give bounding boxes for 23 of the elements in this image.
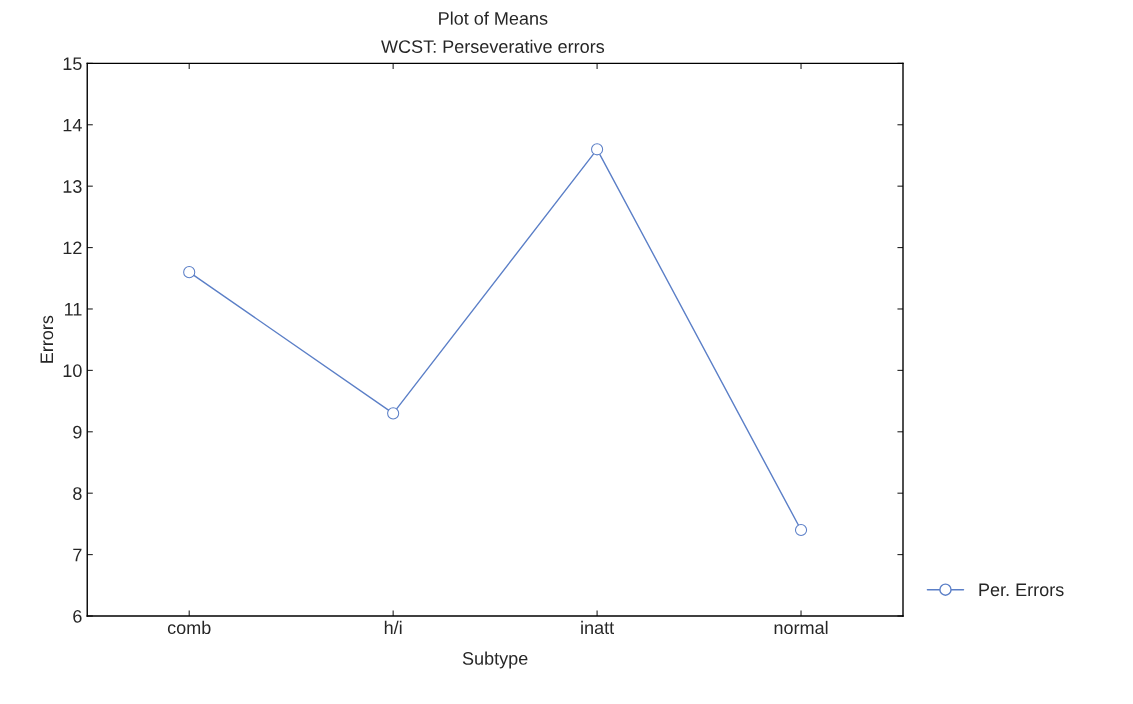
- y-tick-label: 7: [73, 548, 82, 562]
- x-tick-label: h/i: [384, 620, 402, 635]
- y-tick-label: 12: [63, 241, 82, 255]
- point: [591, 143, 604, 156]
- y-tick-label: 6: [73, 609, 82, 623]
- y-tick-label: 10: [63, 364, 82, 378]
- y-tick-label: 15: [63, 57, 82, 71]
- y-axis-title: Errors: [40, 315, 54, 363]
- y-tick-label: 9: [73, 425, 82, 439]
- y-tick-label: 8: [73, 487, 82, 500]
- y-tick-label: 11: [65, 303, 82, 316]
- y-tick-label: 14: [63, 118, 82, 132]
- x-tick-label: inatt: [581, 620, 615, 635]
- chart-title: Plot of Means: [439, 11, 548, 25]
- x-tick-label: comb: [167, 620, 211, 635]
- point: [183, 266, 196, 279]
- point: [794, 523, 808, 537]
- x-tick-label: normal: [774, 620, 828, 635]
- legend-label: Per. Errors: [979, 583, 1064, 597]
- x-axis-title: Subtype: [462, 651, 528, 669]
- point: [387, 407, 400, 420]
- chart-subtitle: WCST: Perseverative errors: [381, 39, 605, 53]
- y-tick-label: 13: [63, 180, 82, 193]
